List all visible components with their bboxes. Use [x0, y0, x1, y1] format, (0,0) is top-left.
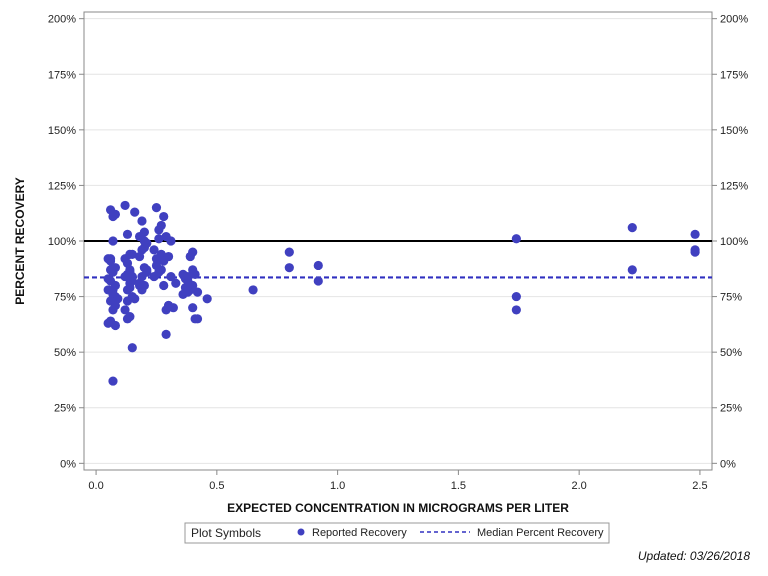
y-axis-ticks-left: 0% 25% 50% 75% 100% 125% 150% 175% 200% — [48, 14, 84, 470]
x-tick-label: 2.5 — [692, 480, 707, 492]
legend-box — [184, 522, 610, 544]
data-point — [690, 229, 700, 239]
y-tick-label-right: 0% — [720, 458, 736, 470]
data-point — [108, 236, 118, 246]
legend-label-median-recovery: Median Percent Recovery — [477, 527, 604, 539]
legend-marker-circle — [297, 528, 305, 536]
data-point — [120, 305, 130, 315]
x-axis-ticks: 0.0 0.5 1.0 1.5 2.0 2.5 — [88, 470, 708, 492]
data-point — [149, 245, 159, 255]
y-tick-label-right: 50% — [720, 347, 742, 359]
data-point — [284, 247, 294, 257]
x-tick-label: 1.5 — [451, 480, 466, 492]
data-point — [163, 300, 174, 311]
data-point — [127, 249, 137, 259]
data-point — [113, 294, 123, 304]
y-tick-label-left: 75% — [54, 292, 76, 304]
y-tick-label-right: 150% — [720, 125, 748, 137]
y-tick-label-right: 125% — [720, 180, 748, 192]
data-point — [185, 251, 195, 262]
y-tick-label-left: 50% — [54, 347, 76, 359]
data-point — [105, 254, 116, 264]
data-point — [125, 267, 135, 277]
data-point — [171, 278, 181, 288]
data-point — [137, 216, 147, 226]
data-point — [125, 283, 135, 293]
y-tick-label-left: 125% — [48, 180, 76, 192]
legend-label-reported-recovery: Reported Recovery — [312, 527, 407, 539]
y-axis-ticks-right: 0% 25% 50% 75% 100% 125% 150% 175% 200% — [712, 14, 748, 470]
legend: Plot Symbols Reported Recovery Median Pe… — [184, 522, 610, 544]
y-tick-label-right: 75% — [720, 292, 742, 304]
data-point — [151, 203, 162, 213]
x-tick-label: 0.0 — [88, 480, 103, 492]
data-point — [313, 260, 323, 271]
data-point — [627, 265, 637, 275]
y-tick-label-left: 0% — [60, 458, 76, 470]
data-point — [166, 271, 176, 282]
y-axis-title: PERCENT RECOVERY — [13, 177, 27, 305]
data-point — [188, 265, 198, 275]
data-point — [161, 329, 171, 339]
data-point — [110, 209, 120, 219]
data-point — [192, 287, 203, 297]
data-point — [134, 251, 145, 262]
y-tick-label-right: 25% — [720, 403, 742, 415]
data-point — [248, 285, 258, 295]
y-tick-label-right: 100% — [720, 236, 748, 248]
data-point — [139, 236, 149, 246]
data-point — [690, 247, 700, 257]
data-point — [627, 223, 637, 233]
data-point — [142, 267, 152, 277]
y-tick-label-left: 25% — [54, 403, 76, 415]
y-tick-label-left: 100% — [48, 236, 76, 248]
data-point — [511, 305, 521, 315]
data-point — [313, 276, 323, 286]
data-point — [159, 280, 169, 291]
data-point — [110, 320, 120, 331]
data-point — [188, 303, 198, 313]
data-point — [154, 234, 164, 244]
data-point — [105, 265, 116, 275]
data-point — [122, 258, 133, 268]
data-point — [105, 296, 116, 306]
data-point — [183, 280, 193, 291]
data-point — [159, 211, 169, 222]
x-tick-label: 1.0 — [330, 480, 345, 492]
data-point — [108, 285, 118, 295]
y-tick-label-left: 175% — [48, 69, 76, 81]
data-point — [120, 200, 130, 211]
data-point — [122, 314, 133, 324]
data-point — [156, 265, 166, 275]
data-points — [103, 200, 700, 386]
data-point — [511, 291, 521, 302]
y-tick-label-right: 200% — [720, 14, 748, 26]
data-point — [183, 271, 193, 282]
y-tick-label-left: 150% — [48, 125, 76, 137]
data-point — [202, 294, 212, 304]
data-point — [130, 294, 140, 304]
x-tick-label: 0.5 — [209, 480, 224, 492]
data-point — [134, 280, 145, 291]
x-axis-title: EXPECTED CONCENTRATION IN MICROGRAMS PER… — [227, 501, 569, 515]
data-point — [511, 234, 521, 244]
data-point — [105, 276, 116, 286]
data-point — [130, 207, 140, 217]
data-point — [166, 236, 176, 246]
data-point — [192, 314, 203, 324]
data-point — [122, 229, 133, 239]
updated-date: Updated: 03/26/2018 — [638, 549, 750, 563]
data-point — [151, 254, 162, 264]
legend-title: Plot Symbols — [191, 526, 261, 540]
y-tick-label-left: 200% — [48, 14, 76, 26]
data-point — [163, 251, 174, 262]
data-point — [284, 263, 294, 273]
data-point — [127, 343, 137, 353]
data-point — [156, 220, 166, 231]
data-point — [108, 376, 118, 386]
x-tick-label: 2.0 — [572, 480, 587, 492]
y-tick-label-right: 175% — [720, 69, 748, 81]
